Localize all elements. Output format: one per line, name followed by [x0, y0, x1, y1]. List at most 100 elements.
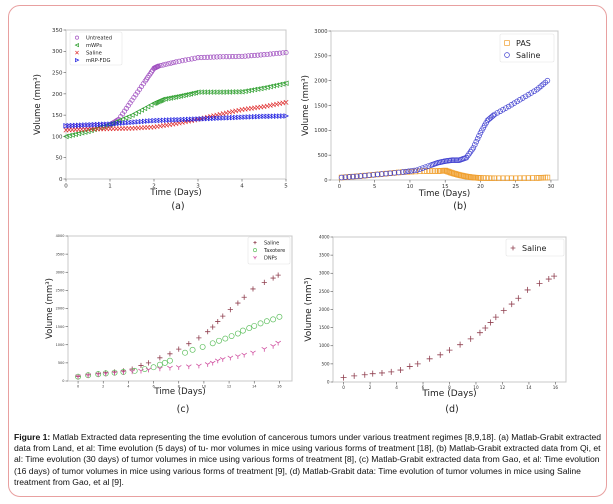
data-point: [406, 363, 413, 370]
data-point: [195, 116, 201, 122]
data-point: [156, 361, 163, 368]
data-point: [257, 320, 264, 327]
data-point: [503, 105, 509, 111]
data-point: [470, 144, 477, 151]
chart-d: 0 2 4 6 8 10 12 14 16 0 500 1000 1500 2000 2500 3000 350…: [304, 234, 567, 399]
data-point: [408, 168, 415, 174]
y-tick-label: 2000: [56, 307, 65, 311]
legend-box: [247, 236, 291, 265]
legend-label: PAS: [516, 39, 531, 48]
data-point: [119, 116, 126, 122]
data-point: [522, 93, 529, 100]
data-point: [179, 58, 185, 64]
legend-marker: [75, 50, 79, 55]
y-tick-label: 500: [318, 153, 328, 159]
series-dnps: [75, 340, 281, 380]
data-point: [173, 117, 179, 123]
data-point: [251, 322, 258, 329]
series-mwps: [63, 80, 289, 140]
x-tick-label: 3: [196, 184, 200, 190]
y-tick-label: 1000: [56, 343, 65, 347]
data-point: [208, 54, 214, 60]
data-point: [210, 324, 216, 330]
data-point: [160, 117, 167, 124]
data-point: [201, 115, 208, 122]
data-point: [75, 374, 81, 380]
data-point: [233, 114, 239, 121]
y-tick-label: 2000: [319, 307, 330, 312]
legend-label: Untreated: [86, 35, 112, 41]
y-tick-label: 500: [322, 361, 330, 366]
data-point: [186, 341, 192, 347]
y-tick-label: 3500: [56, 252, 65, 256]
data-point: [98, 121, 104, 128]
data-point: [252, 114, 258, 120]
data-point: [476, 133, 482, 139]
data-point: [544, 174, 551, 181]
legend-box: [505, 238, 565, 257]
data-point: [405, 168, 412, 175]
data-point: [267, 113, 274, 120]
y-tick-label: 2000: [314, 78, 327, 84]
data-point: [135, 108, 141, 115]
data-point: [196, 335, 202, 341]
data-point: [162, 96, 168, 102]
y-tick-label: 200: [52, 92, 63, 98]
data-point: [239, 53, 245, 59]
data-point: [170, 117, 176, 123]
y-tick-label: 3000: [56, 270, 65, 274]
legend-marker: [504, 52, 510, 58]
data-point: [186, 116, 192, 123]
series-mrp-fdg: [63, 113, 289, 129]
data-point: [167, 351, 173, 357]
data-point: [211, 54, 217, 60]
legend-box: [499, 33, 555, 63]
data-point: [170, 59, 177, 66]
data-point: [283, 113, 289, 119]
y-tick-label: 1500: [319, 325, 330, 330]
y-tick-label: 150: [52, 113, 63, 119]
data-point: [457, 341, 464, 348]
data-point: [132, 110, 138, 117]
data-point: [177, 93, 183, 99]
x-axis-label: Time (Days): [421, 389, 476, 399]
y-tick-label: 250: [52, 70, 63, 76]
data-point: [520, 95, 526, 101]
x-tick-label: 16: [277, 385, 281, 389]
y-axis-label: Volume (mm³): [304, 277, 314, 342]
data-point: [138, 118, 145, 125]
data-point: [472, 141, 478, 148]
x-tick-label: 10: [473, 385, 479, 390]
legend-label: Taxotere: [263, 248, 285, 254]
data-point: [211, 115, 217, 122]
data-point: [467, 335, 474, 342]
legend-label: mWPs: [86, 43, 102, 49]
data-point: [500, 307, 507, 314]
data-point: [104, 121, 110, 127]
data-point: [182, 57, 188, 63]
data-point: [110, 121, 117, 127]
series-saline: [340, 273, 558, 381]
data-point: [397, 367, 404, 374]
data-point: [150, 364, 157, 371]
legend-label: Saline: [86, 50, 102, 56]
data-point: [448, 169, 454, 176]
data-point: [151, 117, 157, 124]
data-point: [242, 53, 248, 59]
data-point: [338, 174, 345, 181]
data-point: [261, 279, 267, 285]
data-point: [350, 173, 356, 180]
data-point: [340, 374, 347, 381]
x-tick-label: 5: [373, 184, 376, 190]
data-point: [412, 168, 419, 175]
y-tick-label: 100: [52, 134, 63, 140]
data-point: [497, 108, 503, 115]
data-point: [198, 54, 204, 61]
legend-label: Saline: [522, 244, 546, 253]
data-point: [220, 54, 226, 60]
data-point: [199, 343, 206, 350]
x-tick-label: 12: [500, 385, 506, 390]
data-point: [357, 173, 364, 179]
x-tick-label: 25: [512, 184, 519, 190]
